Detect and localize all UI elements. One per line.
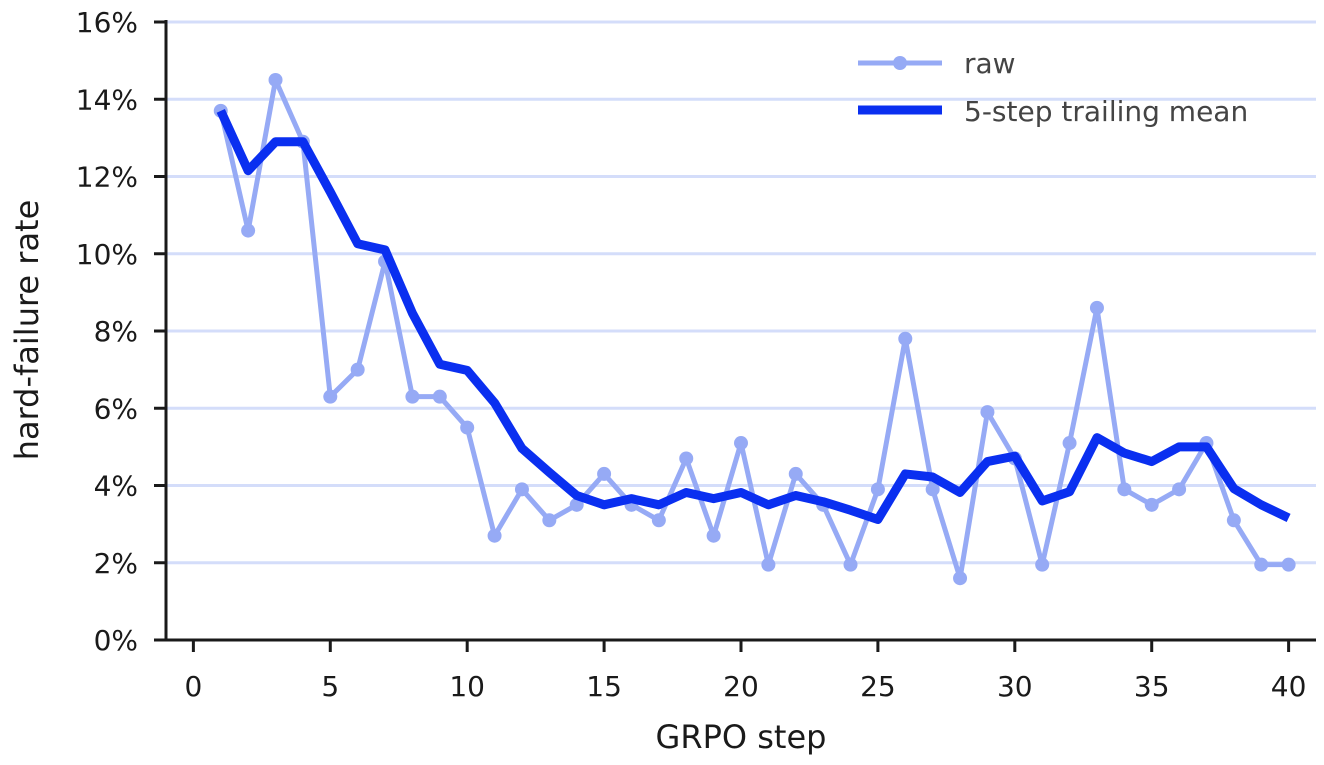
x-axis-label: GRPO step — [656, 718, 827, 756]
data-point-raw — [651, 513, 666, 528]
data-point-raw — [1117, 482, 1132, 497]
data-point-raw — [761, 557, 776, 572]
y-tick-label: 16% — [76, 6, 138, 39]
data-point-raw — [980, 405, 995, 420]
legend-label-raw: raw — [964, 47, 1016, 80]
y-tick-label: 10% — [76, 238, 138, 271]
data-point-raw — [1062, 436, 1077, 451]
y-axis-ticks: 0% 2% 4% 6% 8% 10% 12% 14% 16% — [76, 6, 166, 657]
data-point-raw — [268, 72, 283, 87]
series-group — [213, 72, 1296, 586]
data-point-raw — [1254, 557, 1269, 572]
x-axis-ticks: 0 5 10 15 20 25 30 35 40 — [184, 640, 1306, 703]
data-point-raw — [460, 420, 475, 435]
data-point-raw — [1035, 557, 1050, 572]
y-tick-label: 4% — [94, 470, 138, 503]
data-point-raw — [1089, 300, 1104, 315]
data-point-raw — [843, 557, 858, 572]
data-point-raw — [679, 451, 694, 466]
x-tick-label: 35 — [1134, 670, 1170, 703]
data-point-raw — [1281, 557, 1296, 572]
data-point-raw — [870, 482, 885, 497]
x-tick-label: 20 — [723, 670, 759, 703]
data-point-raw — [432, 389, 447, 404]
data-point-raw — [487, 528, 502, 543]
data-point-raw — [405, 389, 420, 404]
y-tick-label: 0% — [94, 624, 138, 657]
x-tick-label: 25 — [860, 670, 896, 703]
data-point-raw — [350, 362, 365, 377]
y-tick-label: 2% — [94, 547, 138, 580]
data-point-raw — [514, 482, 529, 497]
x-tick-label: 0 — [184, 670, 202, 703]
y-tick-label: 6% — [94, 392, 138, 425]
y-tick-label: 12% — [76, 161, 138, 194]
x-tick-label: 30 — [997, 670, 1033, 703]
legend-label-mean: 5-step trailing mean — [964, 95, 1248, 128]
data-point-raw — [898, 331, 913, 346]
legend-marker-raw — [893, 56, 907, 70]
data-point-raw — [1226, 513, 1241, 528]
y-tick-label: 14% — [76, 83, 138, 116]
x-tick-label: 40 — [1271, 670, 1307, 703]
data-point-raw — [1144, 497, 1159, 512]
data-point-raw — [323, 389, 338, 404]
data-point-raw — [1172, 482, 1187, 497]
y-tick-label: 8% — [94, 315, 138, 348]
legend: raw 5-step trailing mean — [858, 47, 1248, 128]
gridlines — [166, 20, 1316, 565]
data-point-raw — [788, 466, 803, 481]
series-line-trailing-mean — [216, 108, 1291, 524]
data-point-raw — [542, 513, 557, 528]
data-point-raw — [597, 466, 612, 481]
x-tick-label: 15 — [586, 670, 622, 703]
data-point-raw — [241, 223, 256, 238]
x-tick-label: 5 — [321, 670, 339, 703]
data-point-raw — [925, 482, 940, 497]
data-point-raw — [953, 571, 968, 586]
data-point-raw — [706, 528, 721, 543]
y-axis-label: hard-failure rate — [8, 200, 46, 461]
series-line-raw — [218, 77, 1289, 581]
data-point-raw — [734, 436, 748, 451]
x-tick-label: 10 — [449, 670, 485, 703]
